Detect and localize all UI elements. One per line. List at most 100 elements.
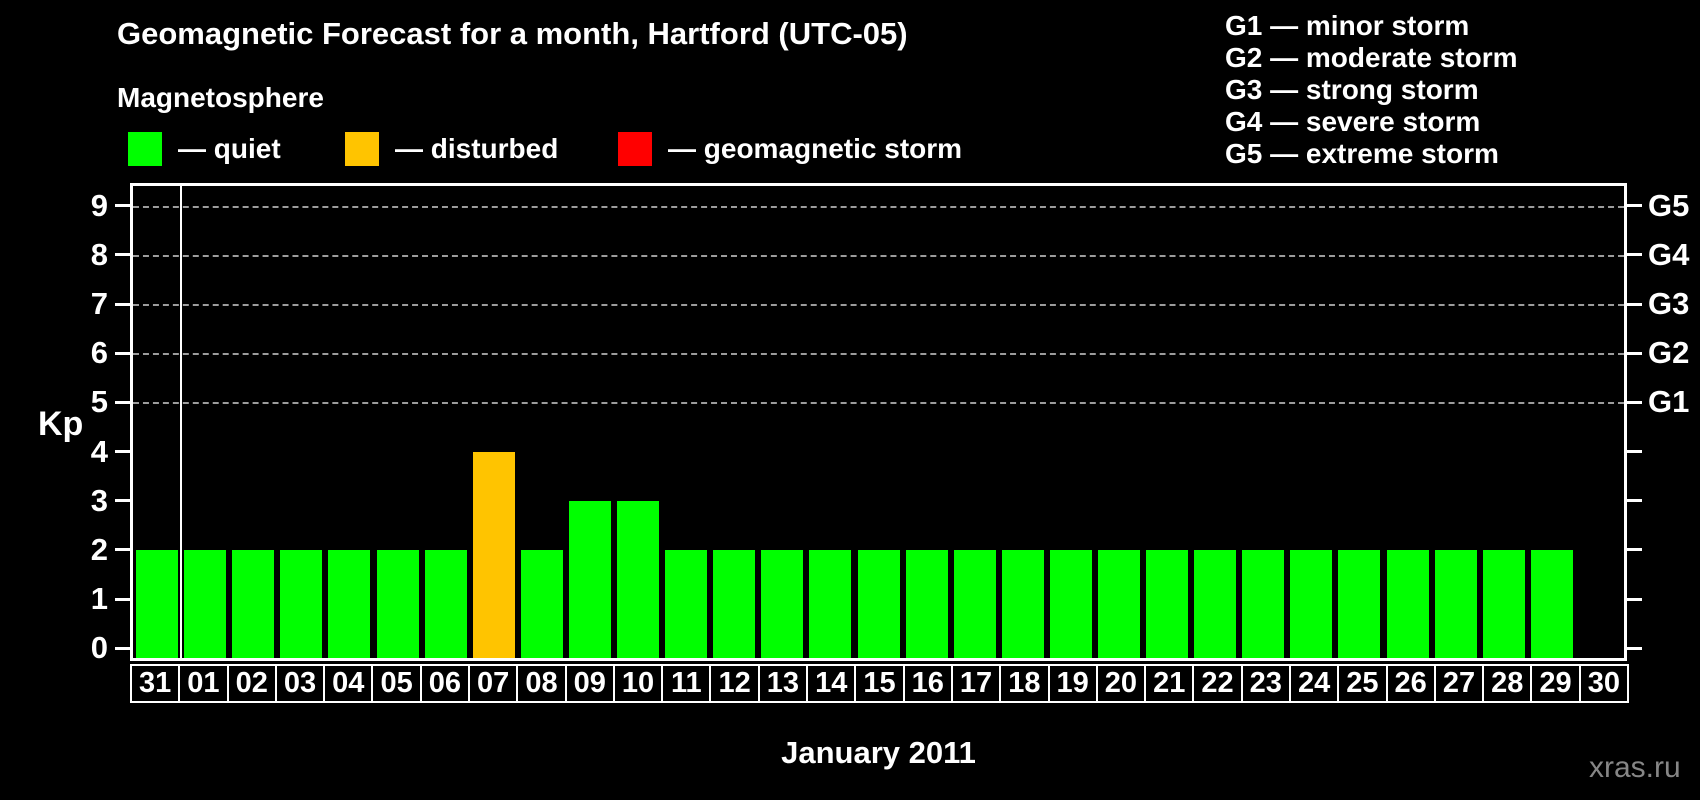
chart-title: Geomagnetic Forecast for a month, Hartfo… [117,16,908,51]
day-label-21: 21 [1144,664,1195,703]
day-label-17: 17 [950,664,1002,703]
bar-day-19 [1049,549,1092,658]
storm-scale-legend: G1 — minor storm G2 — moderate storm G3 — … [1225,10,1518,170]
legend-item-storm: — geomagnetic storm [618,131,962,166]
storm-scale-item-g4: G4 — severe storm [1225,106,1481,137]
x-axis-title: January 2011 [781,735,976,770]
gridline-kp8 [133,254,1624,257]
day-label-23: 23 [1240,664,1291,703]
legend-label-storm: — geomagnetic storm [668,132,963,164]
bar-day-28 [1482,549,1525,658]
right-axis-tick-5 [1627,400,1642,404]
legend-label-disturbed: — disturbed [395,132,559,164]
right-axis-tick-1 [1627,597,1642,601]
legend-swatch-disturbed [345,131,379,166]
day-label-02: 02 [226,664,277,703]
right-axis-tick-7 [1627,302,1642,306]
gridline-kp6 [133,353,1624,356]
bar-day-05 [376,549,419,658]
storm-scale-item-g1: G1 — minor storm [1225,10,1470,41]
plot-area [130,183,1627,661]
right-axis-label-g1: G1 [1648,384,1690,420]
bar-day-25 [1338,549,1381,658]
day-label-18: 18 [999,664,1050,703]
right-axis-tick-2 [1627,548,1642,552]
bar-day-10 [617,500,660,658]
bar-day-08 [520,549,563,658]
legend-swatch-quiet [128,131,162,166]
bar-day-07 [472,451,515,658]
left-axis-tick-8 [115,253,130,257]
day-label-row: 31 01 02 03 04 05 06 07 08 09 10 11 12 13 14 15 16 17 18 19… [130,664,1629,703]
left-axis-tick-7 [115,302,130,306]
day-label-28: 28 [1482,664,1533,703]
left-axis-tick-9 [115,204,130,208]
storm-scale-item-g2: G2 — moderate storm [1225,42,1518,73]
legend-item-quiet: — quiet [128,131,281,166]
legend-label-quiet: — quiet [178,132,281,164]
y-axis-label-5: 5 [90,384,108,420]
day-label-15: 15 [854,664,905,703]
legend-swatch-storm [618,131,652,166]
day-label-22: 22 [1192,664,1243,703]
day-label-01: 01 [178,664,229,703]
day-label-26: 26 [1385,664,1436,703]
day-label-10: 10 [612,664,664,703]
left-axis-tick-3 [115,499,130,503]
right-axis-tick-8 [1627,253,1642,257]
day-label-29: 29 [1530,664,1581,703]
bar-day-24 [1290,549,1333,658]
day-label-16: 16 [902,664,953,703]
legend-item-disturbed: — disturbed [345,131,558,166]
bar-day-15 [857,549,900,658]
storm-scale-item-g3: G3 — strong storm [1225,74,1479,105]
bar-day-11 [665,549,708,658]
right-axis-tick-6 [1627,351,1642,355]
day-label-24: 24 [1288,664,1340,703]
storm-scale-item-g5: G5 — extreme storm [1225,138,1499,169]
bar-day-29 [1530,549,1573,658]
right-axis-label-g2: G2 [1648,335,1690,371]
bar-day-20 [1097,549,1140,658]
gridline-kp5 [133,402,1624,405]
right-axis-tick-3 [1627,499,1642,503]
day-label-27: 27 [1433,664,1485,703]
month-separator-line [180,186,183,658]
bar-day-27 [1434,549,1477,658]
right-axis-label-g4: G4 [1648,236,1690,272]
day-label-19: 19 [1047,664,1098,703]
left-axis-tick-6 [115,351,130,355]
left-axis-tick-0 [115,646,130,650]
day-label-09: 09 [564,664,615,703]
left-axis-tick-4 [115,450,130,453]
bar-day-02 [232,549,275,658]
right-axis-tick-9 [1627,204,1642,208]
watermark: xras.ru [1589,751,1681,784]
magnetosphere-label: Magnetosphere [117,82,324,113]
gridline-kp9 [133,205,1624,208]
y-axis-label-3: 3 [90,482,108,518]
bar-day-16 [905,549,948,658]
bar-day-01 [184,549,227,658]
bar-day-14 [809,549,852,658]
day-label-30: 30 [1578,664,1629,703]
y-axis-label-2: 2 [90,531,108,567]
bar-day-23 [1242,549,1285,658]
left-axis-tick-2 [115,548,130,552]
bar-day-31 [136,549,179,658]
day-label-12: 12 [709,664,760,703]
day-label-20: 20 [1095,664,1147,703]
right-axis-label-g5: G5 [1648,187,1690,223]
day-label-13: 13 [757,664,809,703]
bar-day-26 [1386,549,1429,658]
bar-day-03 [280,549,323,658]
y-axis-label-8: 8 [90,236,108,272]
day-label-04: 04 [323,664,374,703]
bar-day-06 [424,549,467,658]
day-label-11: 11 [661,664,712,703]
day-label-07: 07 [468,664,519,703]
y-axis-label-4: 4 [90,433,108,469]
day-label-06: 06 [419,664,471,703]
bar-day-12 [713,549,756,658]
day-label-31: 31 [130,664,181,703]
